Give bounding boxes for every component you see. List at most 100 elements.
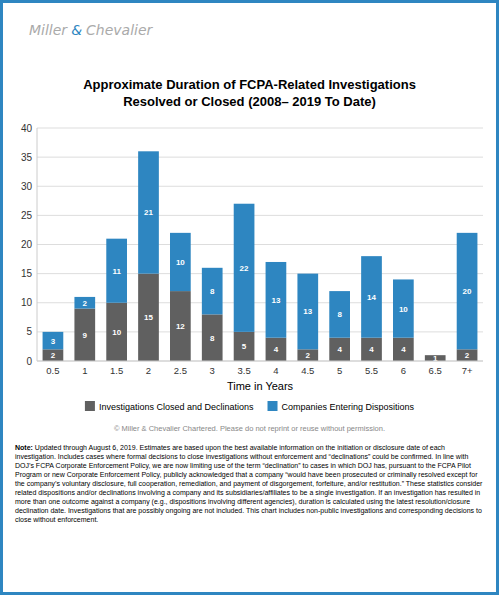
data-label: 9 [83, 331, 88, 340]
y-tick-label: 20 [21, 239, 33, 250]
legend-swatch [85, 401, 95, 411]
grid-line [37, 331, 483, 332]
grid-line [37, 244, 483, 245]
bar-segment [234, 204, 255, 332]
x-tick-label: 5.5 [365, 365, 378, 376]
bar-segment [329, 338, 350, 361]
chart: Miller&Chevalier Approximate Duration of … [3, 3, 496, 443]
bar-segment [393, 338, 414, 361]
data-label: 2 [83, 299, 88, 308]
y-tick-label: 15 [21, 268, 33, 279]
legend-label: Investigations Closed and Declinations [99, 402, 254, 412]
bar-segment [170, 233, 191, 291]
data-label: 5 [242, 342, 247, 351]
data-label: 10 [176, 258, 185, 267]
data-label: 12 [176, 322, 185, 331]
bar-segment [202, 314, 223, 361]
note-text: Updated through August 6, 2019. Estimate… [15, 444, 482, 523]
x-tick-label: 2.5 [174, 365, 187, 376]
x-tick-label: 0.5 [46, 365, 59, 376]
bars [43, 151, 478, 361]
data-label: 13 [271, 296, 280, 305]
data-label: 10 [399, 305, 408, 314]
subtitle: Resolved or Closed (2008– 2019 To Date) [123, 94, 376, 109]
x-tick-label: 4.5 [301, 365, 314, 376]
data-label: 20 [463, 287, 472, 296]
bar-segment [457, 233, 478, 350]
y-tick-label: 5 [26, 326, 32, 337]
data-label: 4 [337, 345, 342, 354]
data-label: 2 [465, 351, 470, 360]
grid-line [37, 128, 483, 129]
x-tick-label: 4 [273, 365, 278, 376]
x-tick-label: 6 [401, 365, 406, 376]
data-label: 13 [303, 307, 312, 316]
x-tick-label: 7+ [462, 365, 473, 376]
logo-part: Chevalier [86, 22, 154, 38]
data-label: 8 [337, 310, 342, 319]
note-label: Note: [15, 444, 33, 451]
data-label: 14 [367, 293, 376, 302]
y-tick-label: 40 [21, 123, 33, 134]
data-label: 21 [144, 208, 153, 217]
data-label: 10 [112, 328, 121, 337]
bar-segment [106, 303, 127, 361]
bar-segment [329, 291, 350, 338]
bar-segment [74, 309, 95, 361]
legend-label: Companies Entering Dispositions [282, 402, 415, 412]
bar-segment [297, 349, 318, 361]
y-tick-label: 25 [21, 210, 33, 221]
legend: Investigations Closed and Declinations Co… [85, 401, 415, 412]
data-label: 4 [369, 345, 374, 354]
grid-line [37, 215, 483, 216]
grid-line [37, 186, 483, 187]
page: Miller&Chevalier Approximate Duration of … [0, 0, 499, 595]
bar-segment [43, 349, 64, 361]
bar-segment [43, 332, 64, 349]
data-label: 8 [210, 334, 215, 343]
data-label: 4 [274, 345, 279, 354]
logo: Miller&Chevalier [29, 22, 154, 38]
x-tick-label: 5 [337, 365, 342, 376]
legend-swatch [268, 401, 278, 411]
x-tick-label: 1 [82, 365, 87, 376]
bar-segment [266, 338, 287, 361]
x-tick-label: 6.5 [429, 365, 442, 376]
data-label: 22 [240, 264, 249, 273]
note: Note: Updated through August 6, 2019. Es… [15, 443, 484, 524]
grid-line [37, 273, 483, 274]
x-tick-label: 1.5 [110, 365, 123, 376]
data-label: 11 [112, 267, 121, 276]
copyright: © Miller & Chevalier Chartered. Please d… [114, 424, 385, 433]
bar-segment [361, 256, 382, 338]
x-tick-label: 3 [210, 365, 215, 376]
bar-segment [138, 274, 159, 361]
bar-segment [393, 279, 414, 337]
bar-segment [138, 151, 159, 273]
grid-line [37, 157, 483, 158]
data-label: 2 [51, 351, 56, 360]
data-label: 1 [433, 354, 438, 363]
bar-segment [74, 297, 95, 309]
grid-line [37, 361, 483, 362]
y-axis [37, 128, 38, 361]
bar-segment [106, 239, 127, 303]
data-label: 15 [144, 313, 153, 322]
x-tick-label: 3.5 [237, 365, 250, 376]
data-label: 8 [210, 287, 215, 296]
x-axis [37, 361, 483, 362]
title: Approximate Duration of FCPA-Related Inv… [83, 77, 416, 92]
data-label: 2 [306, 351, 311, 360]
y-tick-label: 30 [21, 181, 33, 192]
data-label: 3 [51, 337, 56, 346]
x-tick-label: 2 [146, 365, 151, 376]
bar-segment [266, 262, 287, 338]
logo-part: & [71, 22, 82, 38]
bar-segment [361, 338, 382, 361]
bar-segment [234, 332, 255, 361]
grid-line [37, 302, 483, 303]
bar-segment [170, 291, 191, 361]
data-label: 4 [401, 345, 406, 354]
bar-segment [202, 268, 223, 315]
y-tick-label: 35 [21, 152, 33, 163]
